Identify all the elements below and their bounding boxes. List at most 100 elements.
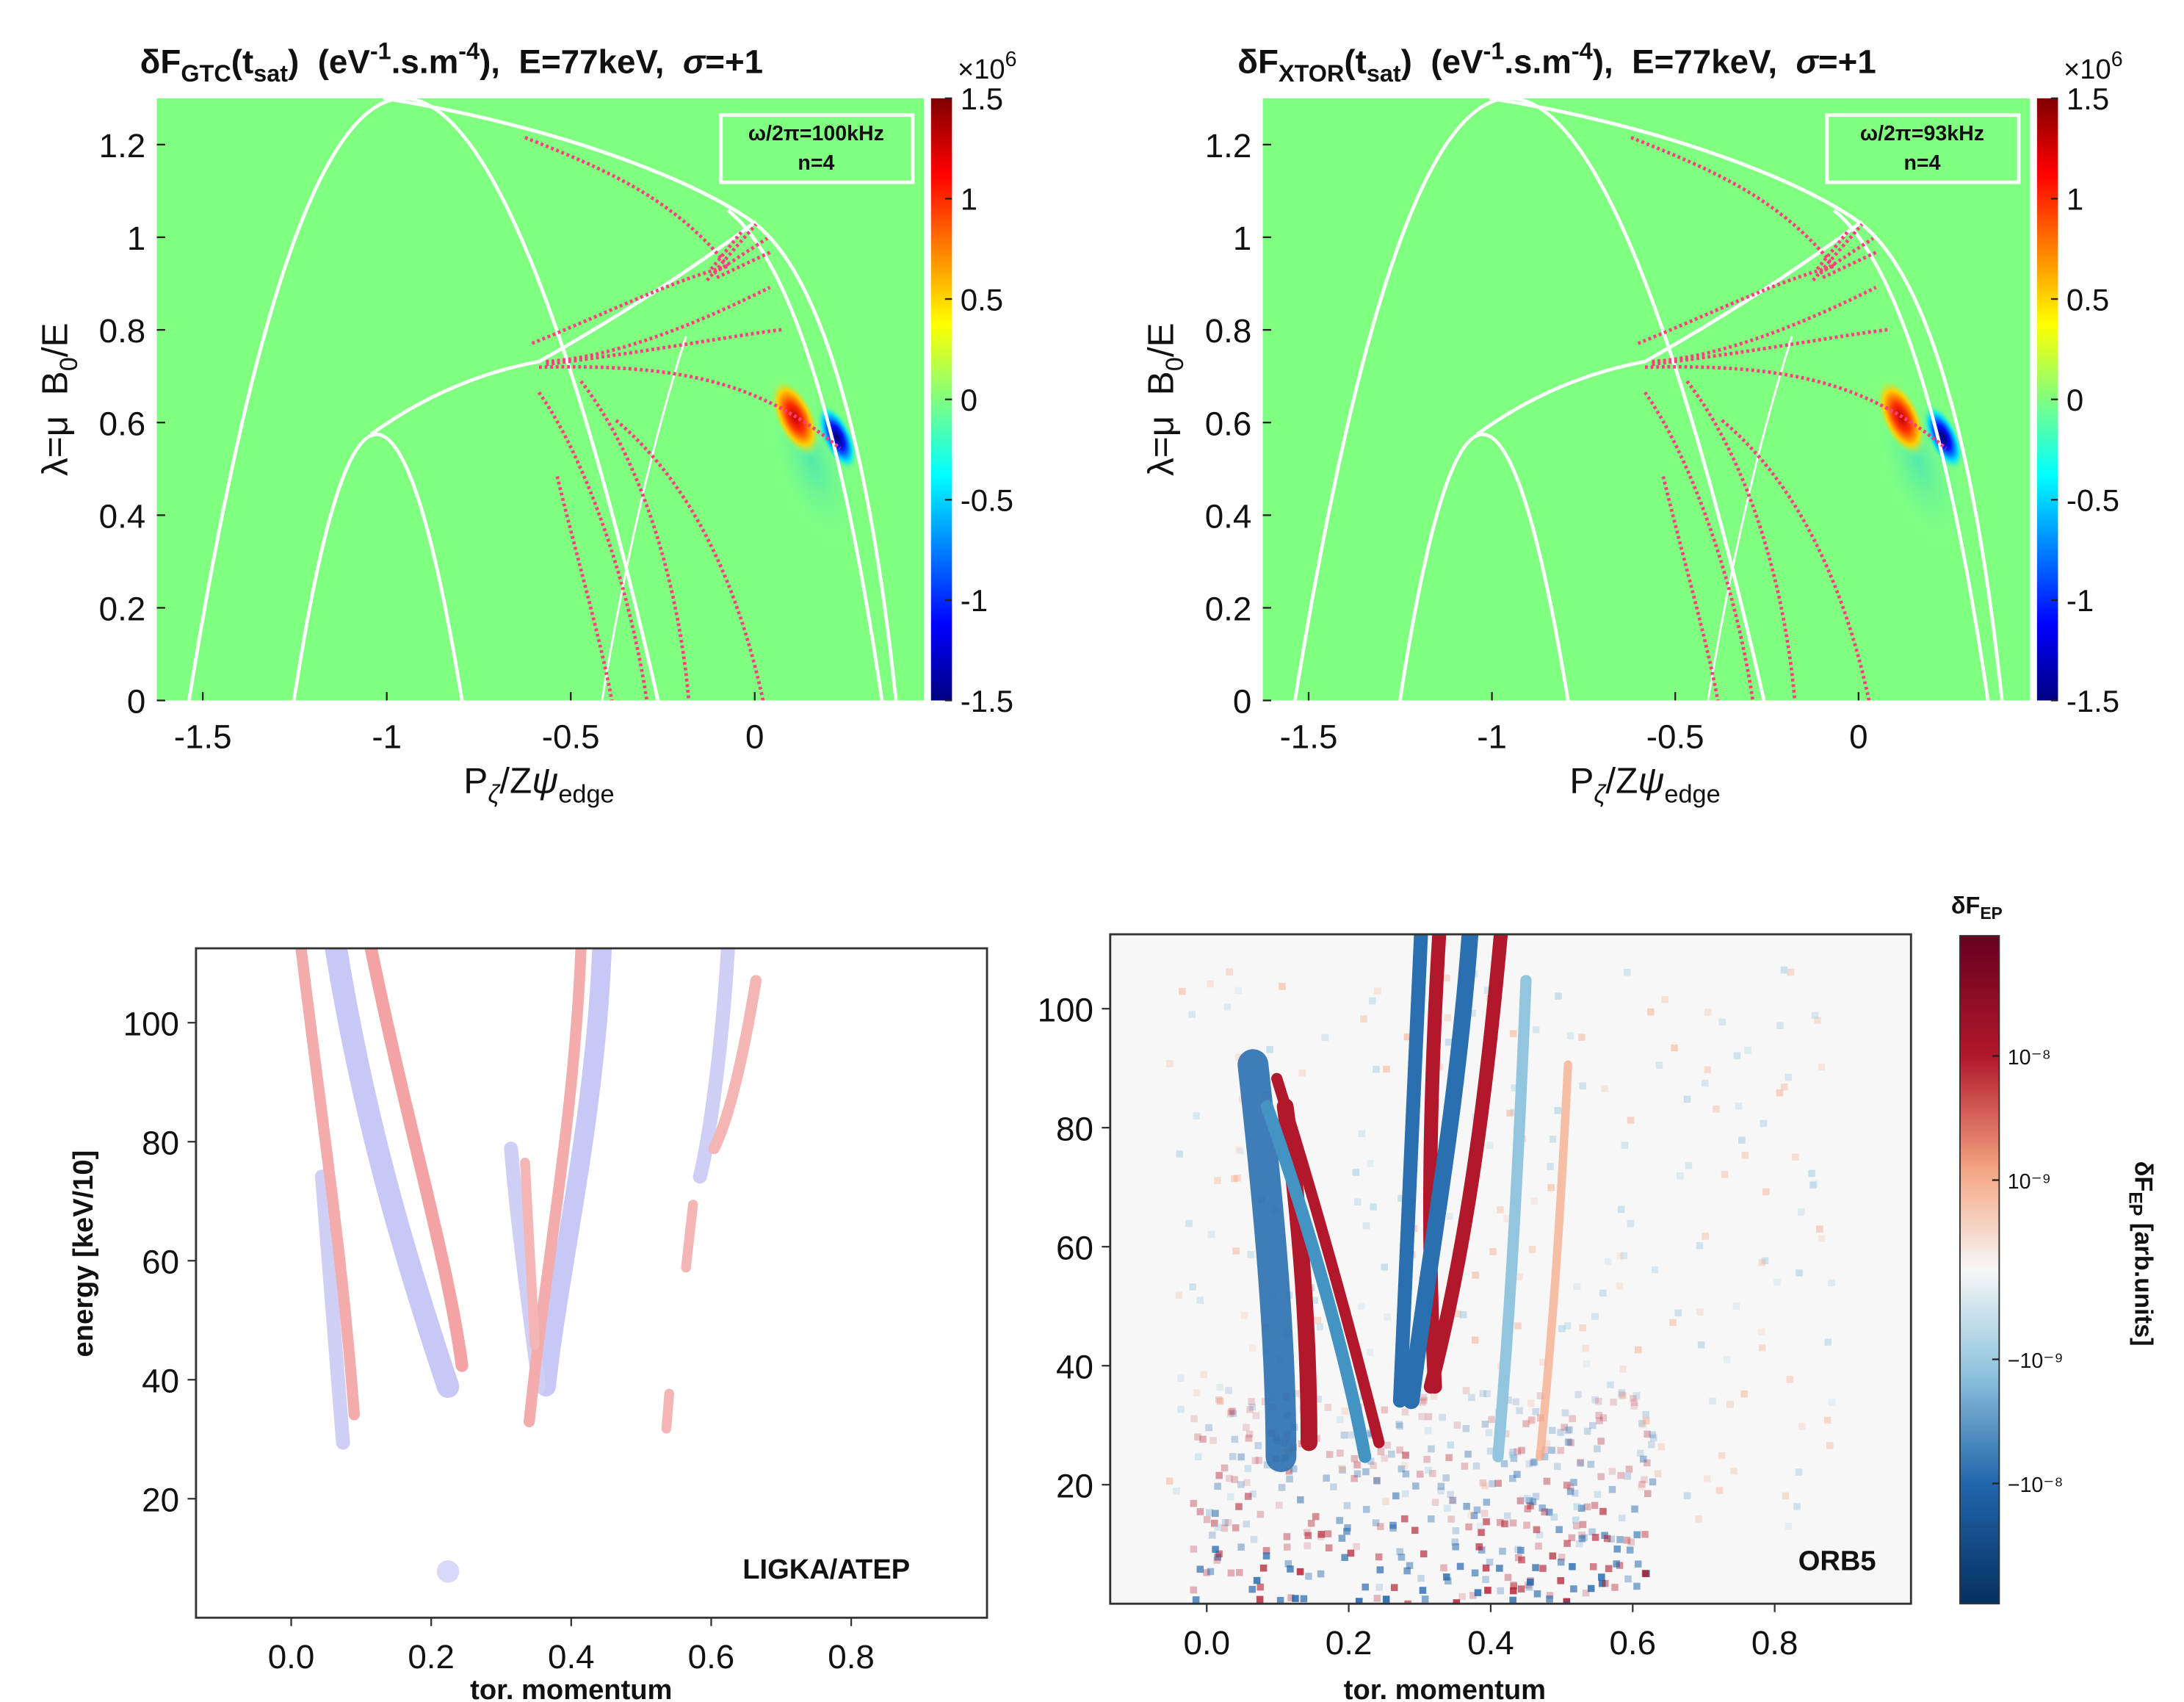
noise-pixel — [1514, 1448, 1521, 1456]
ligka-map — [295, 948, 762, 1583]
noise-pixel — [1226, 1474, 1233, 1482]
noise-pixel — [1370, 1462, 1377, 1469]
noise-pixel — [1165, 1477, 1174, 1485]
noise-pixel — [1246, 1406, 1254, 1413]
noise-pixel — [1546, 1592, 1554, 1599]
colorbar-multiplier: ×106 — [2064, 48, 2123, 85]
noise-pixel — [1341, 1554, 1348, 1562]
noise-pixel — [1255, 1457, 1263, 1464]
annotation: ω/2π=100kHz — [748, 122, 884, 145]
noise-pixel — [1555, 1526, 1563, 1534]
y-tick-label: 0.8 — [99, 312, 146, 350]
phase-space-map — [156, 98, 952, 701]
noise-pixel — [1469, 1009, 1476, 1017]
noise-pixel — [1206, 1509, 1213, 1516]
noise-pixel — [1541, 1446, 1549, 1454]
colorbar-tick-label: -1 — [961, 583, 988, 618]
noise-pixel — [1173, 1487, 1180, 1495]
x-tick-label: -1 — [1477, 718, 1507, 755]
noise-pixel — [1471, 1336, 1479, 1344]
label-part: δF — [2129, 1161, 2157, 1192]
noise-pixel — [1721, 1171, 1729, 1178]
colorbar-multiplier: ×106 — [958, 48, 1017, 85]
noise-pixel — [1381, 1406, 1389, 1414]
noise-pixel — [1397, 1554, 1406, 1561]
noise-pixel — [1761, 1257, 1769, 1265]
noise-pixel — [1548, 1446, 1555, 1454]
noise-pixel — [1514, 1322, 1522, 1330]
noise-pixel — [1214, 1482, 1221, 1490]
y-tick-label: 60 — [142, 1243, 179, 1280]
noise-pixel — [1263, 1461, 1271, 1468]
noise-pixel — [1549, 1552, 1557, 1559]
chart-title: δFGTC(tsat) (eV-1.s.m-4), E=77keV, σ=+1 — [140, 37, 764, 87]
noise-pixel — [1423, 1455, 1431, 1463]
noise-pixel — [1773, 1278, 1781, 1286]
noise-pixel — [1644, 1490, 1652, 1498]
noise-pixel — [1383, 1065, 1390, 1073]
noise-pixel — [1501, 1520, 1508, 1528]
noise-pixel — [1695, 1515, 1702, 1523]
noise-pixel — [1338, 1535, 1346, 1542]
x-tick-label: 0.8 — [828, 1638, 875, 1676]
noise-pixel — [1215, 1550, 1223, 1558]
noise-pixel — [1444, 1577, 1452, 1584]
noise-pixel — [1543, 1477, 1551, 1485]
label-part: 0 — [55, 357, 83, 371]
noise-pixel — [1621, 1142, 1629, 1149]
x-tick-label: -1.5 — [174, 718, 232, 755]
noise-pixel — [1427, 1515, 1435, 1523]
noise-pixel — [1704, 1066, 1711, 1074]
noise-pixel — [1439, 1413, 1446, 1421]
noise-pixel — [1304, 1532, 1312, 1540]
noise-pixel — [1685, 1162, 1693, 1169]
noise-pixel — [1307, 1519, 1315, 1527]
noise-pixel — [1231, 1435, 1239, 1443]
noise-pixel — [1343, 1501, 1351, 1510]
noise-pixel — [1582, 1344, 1590, 1352]
noise-pixel — [1485, 1429, 1493, 1437]
noise-pixel — [1225, 1387, 1232, 1394]
noise-pixel — [1637, 1483, 1644, 1491]
noise-pixel — [1795, 1468, 1803, 1476]
noise-pixel — [1647, 1440, 1655, 1449]
noise-pixel — [1373, 1065, 1380, 1073]
noise-pixel — [1321, 1034, 1329, 1042]
noise-pixel — [1244, 1465, 1252, 1472]
x-tick-label: 0.8 — [1751, 1624, 1798, 1662]
y-tick-label: 0.2 — [1205, 591, 1252, 628]
noise-pixel — [1232, 1524, 1240, 1532]
noise-pixel — [1780, 966, 1788, 974]
noise-pixel — [1596, 1417, 1603, 1424]
noise-pixel — [1674, 1309, 1682, 1317]
noise-pixel — [1177, 1406, 1185, 1413]
noise-pixel — [1579, 1324, 1586, 1332]
x-axis-label: Pζ/Zψedge — [1569, 760, 1720, 808]
colorbar-tick-label: 10⁻⁹ — [2008, 1170, 2051, 1194]
noise-pixel — [1483, 987, 1491, 994]
noise-pixel — [1372, 1519, 1380, 1526]
noise-pixel — [1420, 1393, 1428, 1401]
title-part: ) (eV — [1401, 43, 1483, 80]
title-part: -1 — [1483, 37, 1505, 64]
y-tick-label: 20 — [1056, 1467, 1093, 1504]
noise-pixel — [1608, 1468, 1616, 1475]
noise-pixel — [1630, 1395, 1637, 1402]
title-part: -4 — [458, 37, 480, 64]
noise-pixel — [1216, 1383, 1223, 1391]
noise-pixel — [1738, 1136, 1746, 1144]
noise-pixel — [1627, 1117, 1635, 1124]
noise-pixel — [1595, 1411, 1602, 1419]
noise-pixel — [1647, 1008, 1655, 1016]
noise-pixel — [1631, 1399, 1638, 1406]
noise-pixel — [1594, 1490, 1602, 1499]
noise-pixel — [1374, 987, 1381, 995]
noise-pixel — [1527, 1502, 1534, 1510]
noise-pixel — [1525, 1497, 1533, 1504]
noise-pixel — [1482, 1564, 1490, 1572]
noise-pixel — [1816, 1225, 1823, 1233]
noise-pixel — [1809, 1181, 1817, 1189]
noise-pixel — [1464, 1450, 1472, 1458]
noise-pixel — [1502, 1430, 1510, 1438]
label-part: /Z — [1605, 760, 1638, 801]
